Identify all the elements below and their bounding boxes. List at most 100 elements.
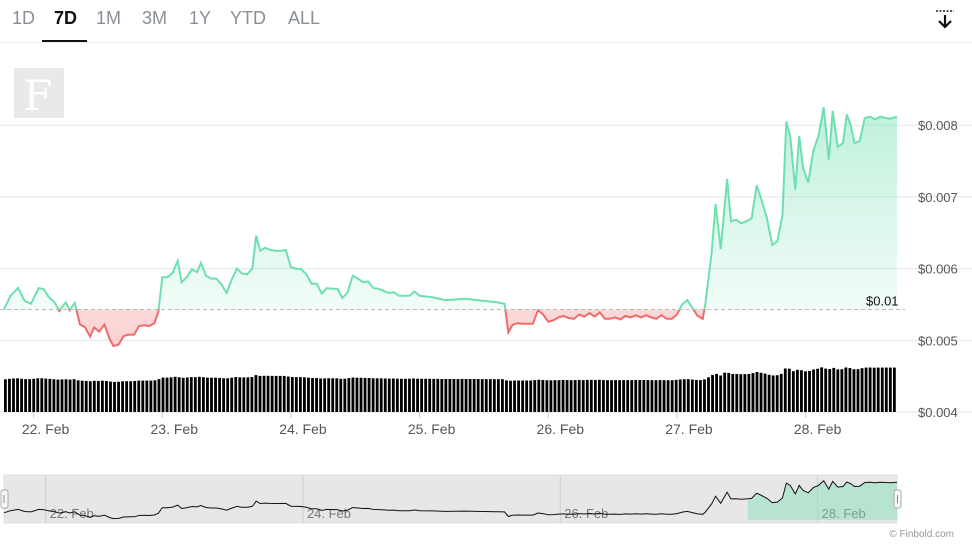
volume-bar <box>727 372 731 412</box>
volume-bar <box>456 379 460 412</box>
volume-bar <box>113 381 116 412</box>
volume-bar <box>428 378 432 412</box>
volume-bar <box>658 380 662 412</box>
volume-bar <box>153 380 157 412</box>
volume-bar <box>88 381 92 412</box>
volume-bar <box>351 377 355 412</box>
volume-bar <box>589 379 593 412</box>
tab-1y[interactable]: 1Y <box>189 8 212 28</box>
tab-7d[interactable]: 7D <box>54 8 78 28</box>
volume-bar <box>759 372 763 412</box>
price-area-up <box>4 107 897 310</box>
volume-bar <box>468 379 472 412</box>
volume-bar <box>436 378 440 412</box>
volume-bar <box>290 377 294 412</box>
volume-bar <box>795 369 799 412</box>
tab-ytd[interactable]: YTD <box>230 8 266 28</box>
volume-bar <box>682 379 686 412</box>
volume-bar <box>32 378 36 412</box>
volume-bars <box>4 367 896 412</box>
download-arrow-icon[interactable] <box>934 8 956 30</box>
volume-bar <box>561 380 565 412</box>
volume-bar <box>452 379 456 412</box>
volume-bar <box>371 378 375 412</box>
volume-bar <box>597 379 601 412</box>
volume-bar <box>246 377 250 412</box>
volume-bar <box>581 380 585 412</box>
volume-bar <box>480 379 484 412</box>
volume-bar <box>464 379 468 412</box>
volume-bar <box>666 380 670 412</box>
volume-bar <box>686 379 690 412</box>
volume-bar <box>505 380 508 412</box>
volume-bar <box>662 380 666 412</box>
volume-bar <box>274 375 278 412</box>
volume-bar <box>270 375 274 412</box>
volume-bar <box>210 377 213 412</box>
tab-3m[interactable]: 3M <box>142 8 168 28</box>
volume-bar <box>852 369 856 412</box>
volume-bar <box>20 378 23 412</box>
x-tick-label: 28. Feb <box>794 421 842 437</box>
x-tick-label: 24. Feb <box>279 421 327 437</box>
volume-bar <box>234 377 238 412</box>
volume-bar <box>577 379 581 412</box>
volume-bar <box>109 381 112 412</box>
volume-bar <box>703 379 706 412</box>
volume-bar <box>731 374 735 412</box>
volume-bar <box>856 369 860 412</box>
tab-1d[interactable]: 1D <box>12 8 36 28</box>
volume-bar <box>496 379 500 412</box>
volume-bar <box>460 378 464 412</box>
volume-bar <box>420 378 424 412</box>
navigator[interactable]: 22. Feb 24. Feb 26. Feb 28. Feb <box>0 474 902 524</box>
volume-bar <box>876 367 880 412</box>
volume-bar <box>48 378 52 412</box>
volume-bar <box>363 377 367 412</box>
volume-bar <box>60 379 64 412</box>
volume-bar <box>509 380 512 412</box>
volume-bar <box>715 373 718 412</box>
volume-bar <box>68 379 72 412</box>
volume-bar <box>610 380 613 412</box>
volume-bar <box>72 379 76 412</box>
volume-bar <box>282 375 286 412</box>
x-tick-label: 26. Feb <box>537 421 585 437</box>
volume-bar <box>100 380 104 412</box>
range-tabs: 1D 7D 1M 3M 1Y YTD ALL <box>0 0 972 42</box>
volume-bar <box>525 380 529 412</box>
price-area-down <box>4 309 897 346</box>
volume-bar <box>751 373 755 412</box>
volume-bar <box>634 380 638 412</box>
volume-bar <box>157 379 161 412</box>
volume-bar <box>755 372 759 412</box>
volume-bar <box>278 375 282 412</box>
volume-bar <box>286 376 290 412</box>
volume-bar <box>699 380 702 412</box>
volume-bar <box>189 377 193 412</box>
y-axis: $0.008 $0.007 $0.006 $0.005 $0.004 <box>918 118 958 420</box>
volume-bar <box>28 379 32 412</box>
volume-bar <box>678 379 682 412</box>
volume-bar <box>638 380 642 412</box>
volume-bar <box>16 378 19 412</box>
volume-bar <box>339 378 343 412</box>
volume-bar <box>585 379 589 412</box>
volume-bar <box>763 373 767 412</box>
volume-bar <box>791 371 795 412</box>
volume-bar <box>723 372 727 412</box>
tab-all[interactable]: ALL <box>288 8 321 28</box>
volume-bar <box>222 378 226 412</box>
volume-bar <box>848 368 852 412</box>
volume-bar <box>56 379 60 412</box>
volume-bar <box>529 380 533 412</box>
tab-1m[interactable]: 1M <box>96 8 122 28</box>
volume-bar <box>412 378 415 412</box>
volume-bar <box>771 375 775 412</box>
volume-bar <box>165 377 169 412</box>
volume-bar <box>602 380 605 412</box>
volume-bar <box>868 367 872 412</box>
y-tick-label: $0.007 <box>918 190 958 205</box>
price-line-down <box>3 309 706 348</box>
volume-bar <box>828 369 832 412</box>
